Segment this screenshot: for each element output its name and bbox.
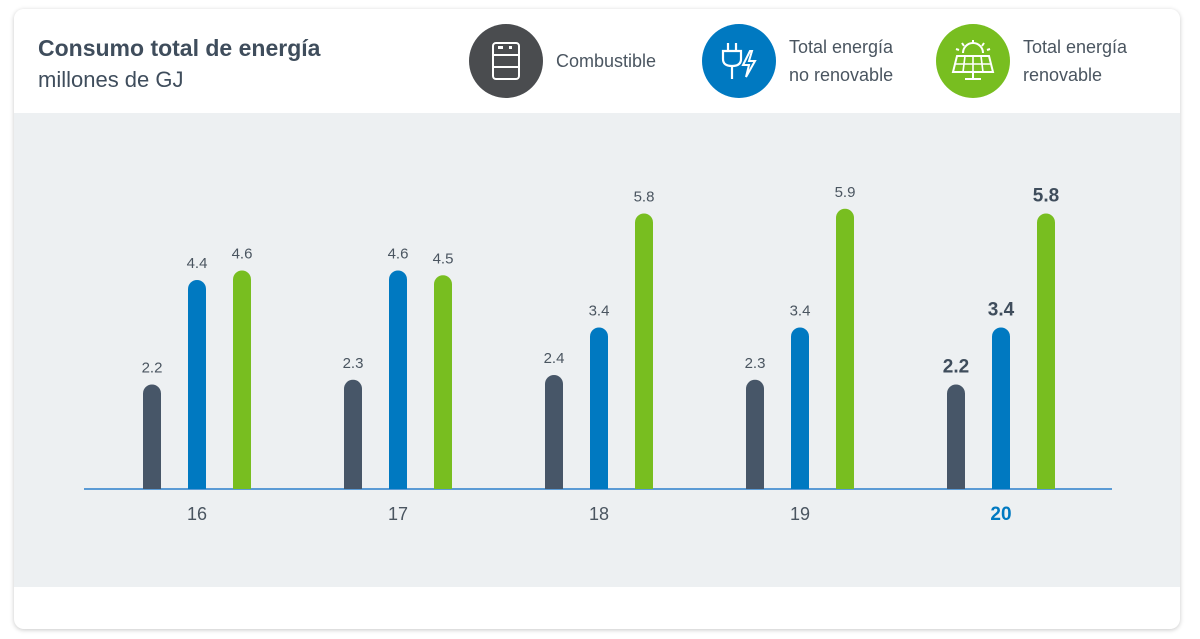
fuel-barrel-icon bbox=[469, 24, 543, 98]
data-label: 4.6 bbox=[388, 246, 409, 263]
data-label: 2.4 bbox=[544, 350, 565, 367]
bar bbox=[947, 384, 965, 489]
legend-item-renovable: Total energía renovable bbox=[936, 24, 1127, 98]
data-label: 2.3 bbox=[343, 355, 364, 372]
data-label: 4.5 bbox=[433, 250, 454, 267]
data-label: 3.4 bbox=[988, 300, 1015, 321]
bar bbox=[746, 379, 764, 489]
data-label: 2.3 bbox=[745, 355, 766, 372]
data-label: 5.8 bbox=[634, 189, 655, 206]
bar bbox=[791, 327, 809, 489]
x-tick-label: 16 bbox=[187, 504, 207, 524]
legend-item-combustible: Combustible bbox=[469, 24, 656, 98]
plug-lightning-icon bbox=[702, 24, 776, 98]
bar bbox=[836, 208, 854, 489]
x-tick-label: 20 bbox=[990, 504, 1011, 525]
legend-item-no-renovable: Total energía no renovable bbox=[702, 24, 893, 98]
bar bbox=[233, 270, 251, 489]
bar-chart: 2.2 4.4 4.6 16 2.3 4.6 4.5 17 2.4 3.4 5.8 18 2.3 3.4 5… bbox=[84, 184, 1112, 525]
chart-header: Consumo total de energía millones de GJ … bbox=[14, 9, 1180, 113]
x-tick-label: 17 bbox=[388, 504, 408, 524]
chart-subtitle: millones de GJ bbox=[38, 67, 184, 92]
bar bbox=[188, 280, 206, 489]
chart-card: Consumo total de energía millones de GJ … bbox=[14, 9, 1180, 629]
legend-label: Combustible bbox=[556, 51, 657, 71]
legend-label: Total energía no renovable bbox=[789, 37, 894, 85]
data-label: 4.6 bbox=[232, 246, 253, 263]
bar bbox=[344, 379, 362, 489]
x-tick-label: 18 bbox=[589, 504, 609, 524]
data-label: 3.4 bbox=[790, 303, 811, 320]
data-label: 5.9 bbox=[835, 184, 856, 201]
bar bbox=[992, 327, 1010, 489]
legend-label: Total energía renovable bbox=[1023, 37, 1128, 85]
data-label: 2.2 bbox=[142, 360, 163, 377]
data-label: 2.2 bbox=[943, 357, 969, 378]
bar bbox=[389, 270, 407, 489]
bar bbox=[545, 375, 563, 489]
data-label: 4.4 bbox=[187, 255, 208, 272]
bar bbox=[1037, 213, 1055, 489]
bar bbox=[590, 327, 608, 489]
bar bbox=[434, 275, 452, 489]
plot-area: 2.2 4.4 4.6 16 2.3 4.6 4.5 17 2.4 3.4 5.8 18 2.3 3.4 5… bbox=[14, 113, 1180, 587]
solar-panel-icon bbox=[936, 24, 1010, 98]
data-label: 5.8 bbox=[1033, 186, 1059, 207]
x-tick-label: 19 bbox=[790, 504, 810, 524]
bar bbox=[635, 213, 653, 489]
data-label: 3.4 bbox=[589, 303, 610, 320]
chart-title: Consumo total de energía bbox=[38, 35, 321, 61]
bar bbox=[143, 384, 161, 489]
